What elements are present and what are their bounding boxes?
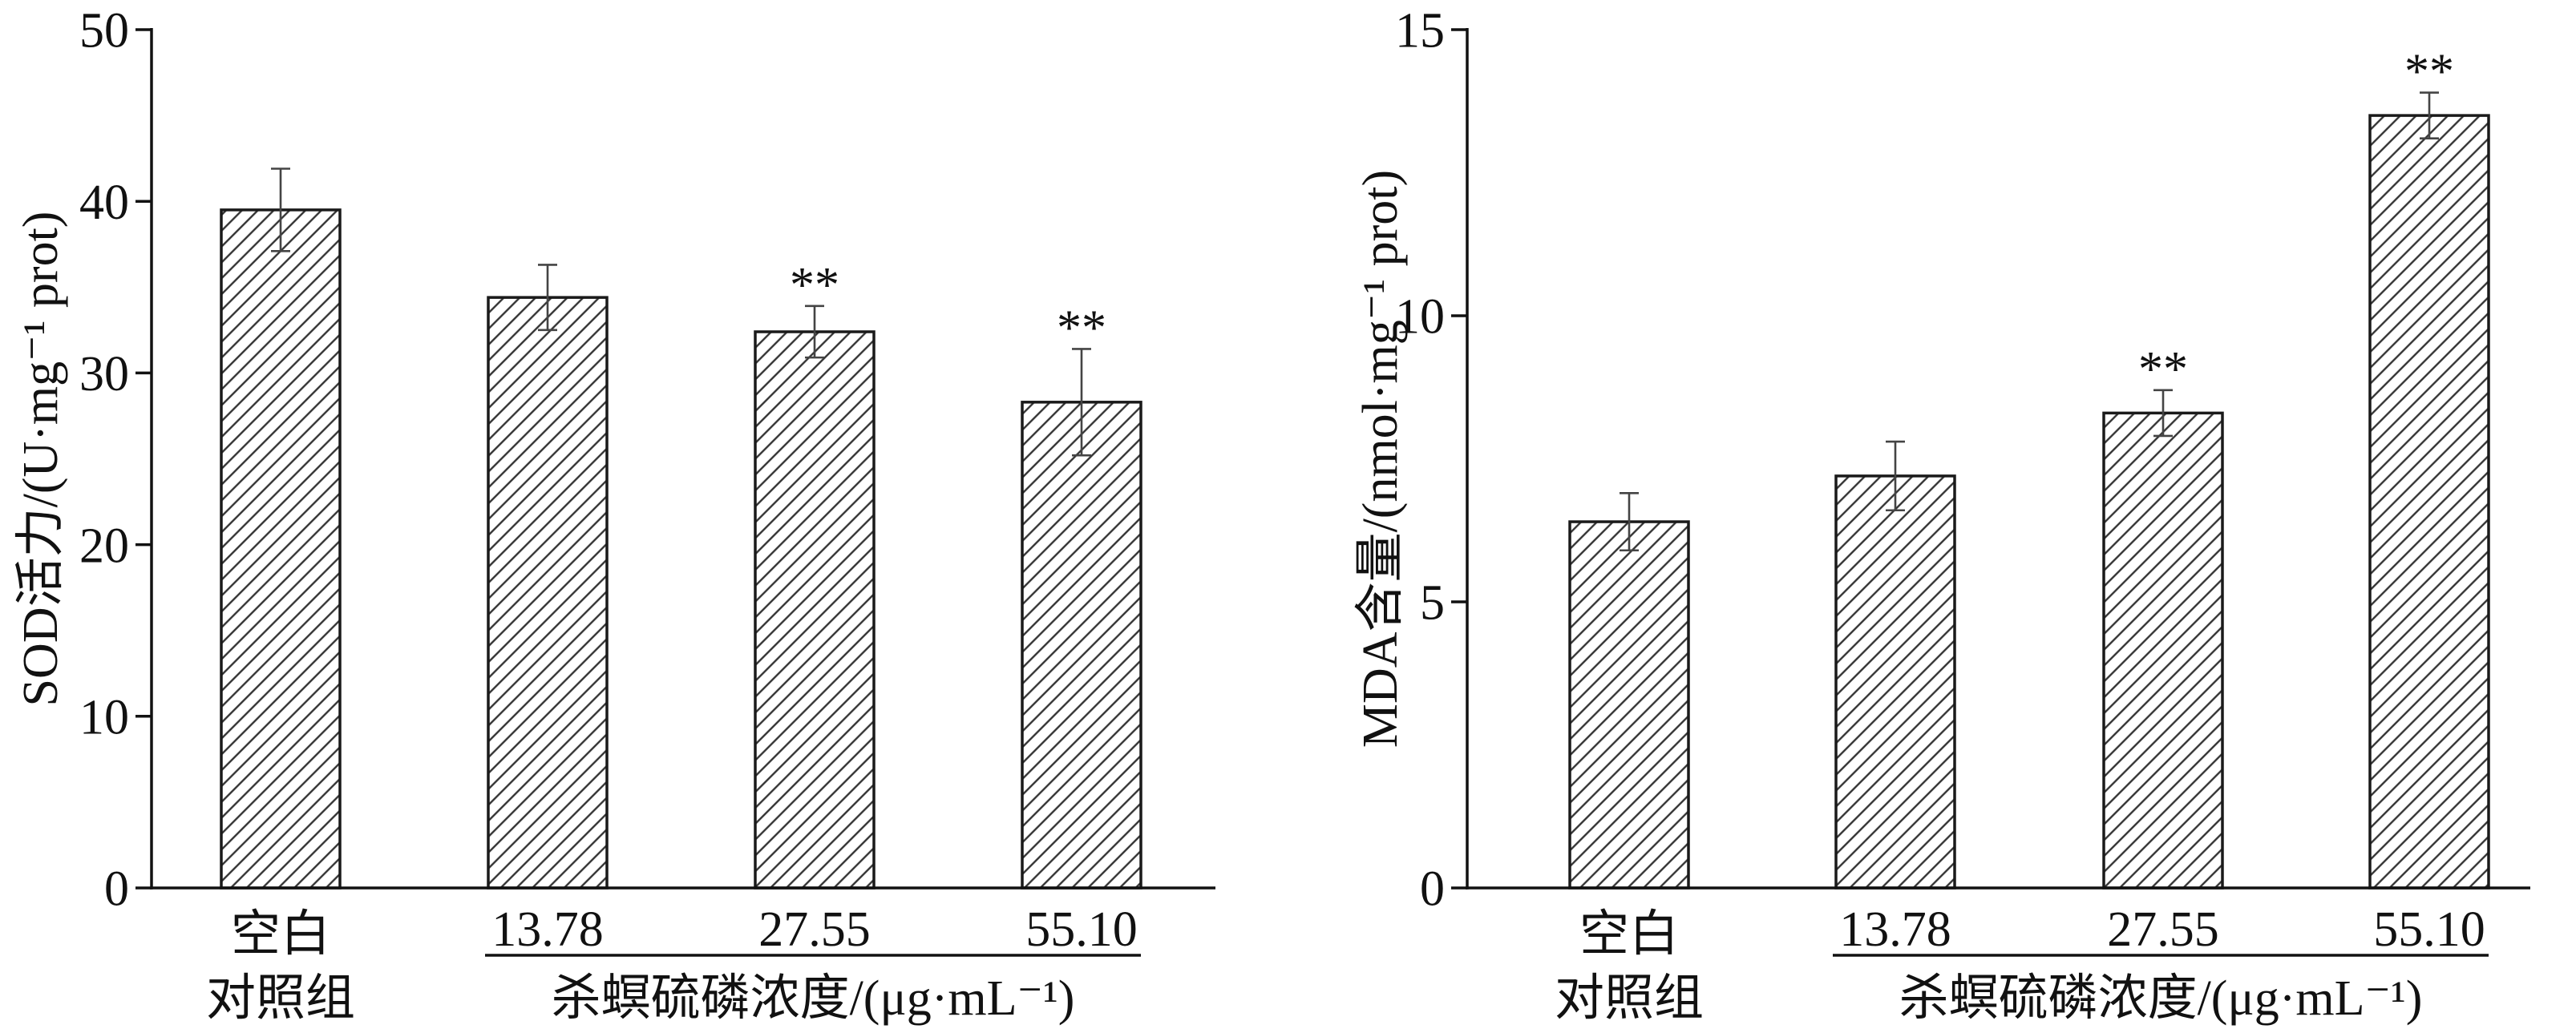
- mda-bar-2: [1834, 474, 1956, 890]
- mda-significance-mark-4: **: [2404, 45, 2454, 99]
- sod-x-category-label-line-1: 空白: [231, 907, 330, 962]
- sod-y-tick-label-10: 10: [79, 691, 129, 745]
- mda-x-category-label-1: 空白对照组: [1555, 907, 1704, 1026]
- sod-x-category-label-4: 55.10: [1025, 902, 1138, 957]
- mda-x-category-label-2: 13.78: [1839, 902, 1951, 957]
- mda-bar-4: [2368, 114, 2490, 890]
- sod-x-category-label-3: 27.55: [758, 902, 871, 957]
- mda-x-axis-label: 杀螟硫磷浓度/(μg·mL⁻¹): [1899, 971, 2423, 1026]
- sod-bar-1: [220, 208, 342, 890]
- sod-y-tick-label-0: 0: [104, 862, 129, 917]
- sod-y-tick-label-30: 30: [79, 347, 129, 401]
- mda-bar-3: [2102, 411, 2224, 890]
- sod-bar-3: [754, 330, 876, 890]
- sod-x-category-label-2: 13.78: [491, 902, 604, 957]
- sod-y-tick-label-20: 20: [79, 519, 129, 573]
- sod-x-category-label-line-2: 对照组: [206, 971, 355, 1026]
- sod-y-axis-label: SOD活力/(U·mg⁻¹ prot): [14, 212, 68, 707]
- sod-y-tick-label-50: 50: [79, 4, 129, 59]
- mda-y-tick-label-15: 15: [1395, 4, 1445, 59]
- sod-bar-2: [487, 296, 609, 890]
- mda-x-category-label-line-2: 对照组: [1555, 971, 1704, 1026]
- sod-x-category-label-1: 空白对照组: [206, 907, 355, 1026]
- mda-significance-mark-3: **: [2138, 342, 2188, 397]
- mda-y-axis-label: MDA含量/(nmol·mg⁻¹ prot): [1353, 170, 1408, 748]
- mda-y-tick-label-5: 5: [1420, 576, 1445, 631]
- sod-significance-mark-4: **: [1057, 301, 1106, 355]
- mda-chart: ** ** 0 5 10 15 空白对照组 13.78 27.55 55.10 杀螟硫磷浓度/(μg…: [1353, 4, 2530, 1026]
- sod-bar-4: [1021, 401, 1142, 890]
- sod-significance-mark-3: **: [790, 258, 839, 313]
- mda-x-category-label-3: 27.55: [2107, 902, 2219, 957]
- mda-y-tick-label-10: 10: [1395, 290, 1445, 345]
- mda-x-category-label-4: 55.10: [2373, 902, 2485, 957]
- mda-y-tick-label-0: 0: [1420, 862, 1445, 917]
- sod-x-axis-label: 杀螟硫磷浓度/(μg·mL⁻¹): [552, 971, 1075, 1026]
- mda-bar-1: [1568, 520, 1690, 890]
- mda-x-category-label-line-1: 空白: [1579, 907, 1679, 962]
- sod-y-tick-label-40: 40: [79, 176, 129, 230]
- sod-chart: ** ** 0 10 20 30 40 50 空白对照组 13.78 27.55 55.10 杀螟硫磷浓…: [14, 4, 1215, 1026]
